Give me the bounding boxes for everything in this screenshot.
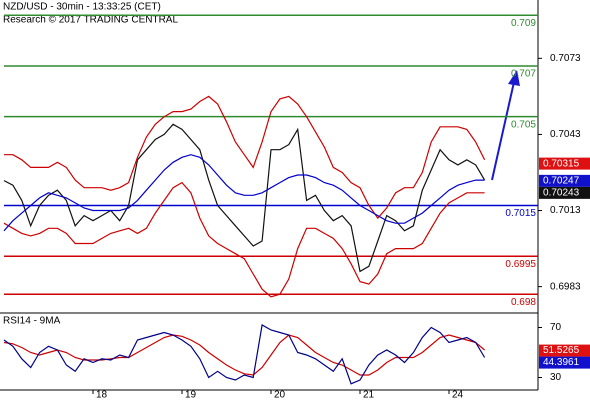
last-value-tag bbox=[539, 157, 590, 170]
series-line bbox=[3, 324, 486, 385]
series-line bbox=[3, 154, 485, 232]
arrow-line bbox=[491, 81, 515, 181]
last-value-label: 51.5265 bbox=[543, 345, 580, 356]
level-label: 0.709 bbox=[511, 18, 536, 29]
series-line bbox=[3, 123, 486, 273]
y-tick-label: 0.7013 bbox=[550, 205, 581, 216]
x-tick-label: 24 bbox=[452, 390, 464, 400]
x-tick-label: 20 bbox=[274, 390, 286, 400]
y-tick-label: 0.7073 bbox=[550, 53, 581, 64]
y-tick-label: 0.6983 bbox=[550, 281, 581, 292]
last-value-tag bbox=[539, 186, 590, 199]
panel-title: RSI14 - 9MA bbox=[3, 316, 61, 327]
x-tick-label: 19 bbox=[185, 390, 197, 400]
x-tick-label: 18 bbox=[96, 390, 108, 400]
chart-subtitle: Research © 2017 TRADING CENTRAL bbox=[3, 15, 178, 26]
series-line bbox=[4, 95, 486, 220]
series-line bbox=[3, 181, 485, 298]
last-value-tag bbox=[539, 356, 590, 369]
forecast-arrow bbox=[491, 70, 520, 181]
level-label: 0.705 bbox=[511, 119, 536, 130]
level-label: 0.7015 bbox=[505, 208, 536, 219]
level-label: 0.698 bbox=[511, 297, 536, 308]
arrow-head bbox=[508, 70, 520, 86]
last-value-label: 0.70243 bbox=[543, 187, 580, 198]
last-value-label: 44.3961 bbox=[543, 357, 580, 368]
y-tick-label: 70 bbox=[550, 322, 562, 333]
last-value-label: 0.70315 bbox=[543, 158, 580, 169]
last-value-label: 0.70247 bbox=[543, 175, 580, 186]
x-tick-label: 21 bbox=[363, 390, 375, 400]
y-tick-label: 30 bbox=[550, 372, 562, 383]
series-line bbox=[3, 334, 485, 376]
level-label: 0.6995 bbox=[505, 259, 536, 270]
last-value-tag bbox=[539, 174, 590, 187]
level-label: 0.707 bbox=[511, 69, 536, 80]
last-value-tag bbox=[539, 344, 590, 357]
chart-title: NZD/USD - 30min - 13:33:25 (CET) bbox=[3, 2, 161, 13]
y-tick-label: 0.7043 bbox=[550, 129, 581, 140]
